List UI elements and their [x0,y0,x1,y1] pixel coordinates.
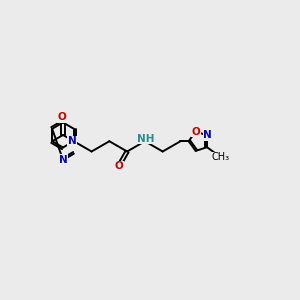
Text: O: O [57,112,66,122]
Text: N: N [68,136,77,146]
Text: N: N [58,155,68,165]
Text: CH₃: CH₃ [212,152,230,162]
Text: N: N [203,130,212,140]
Text: O: O [192,127,201,136]
Text: NH: NH [137,134,154,144]
Text: O: O [114,161,123,171]
